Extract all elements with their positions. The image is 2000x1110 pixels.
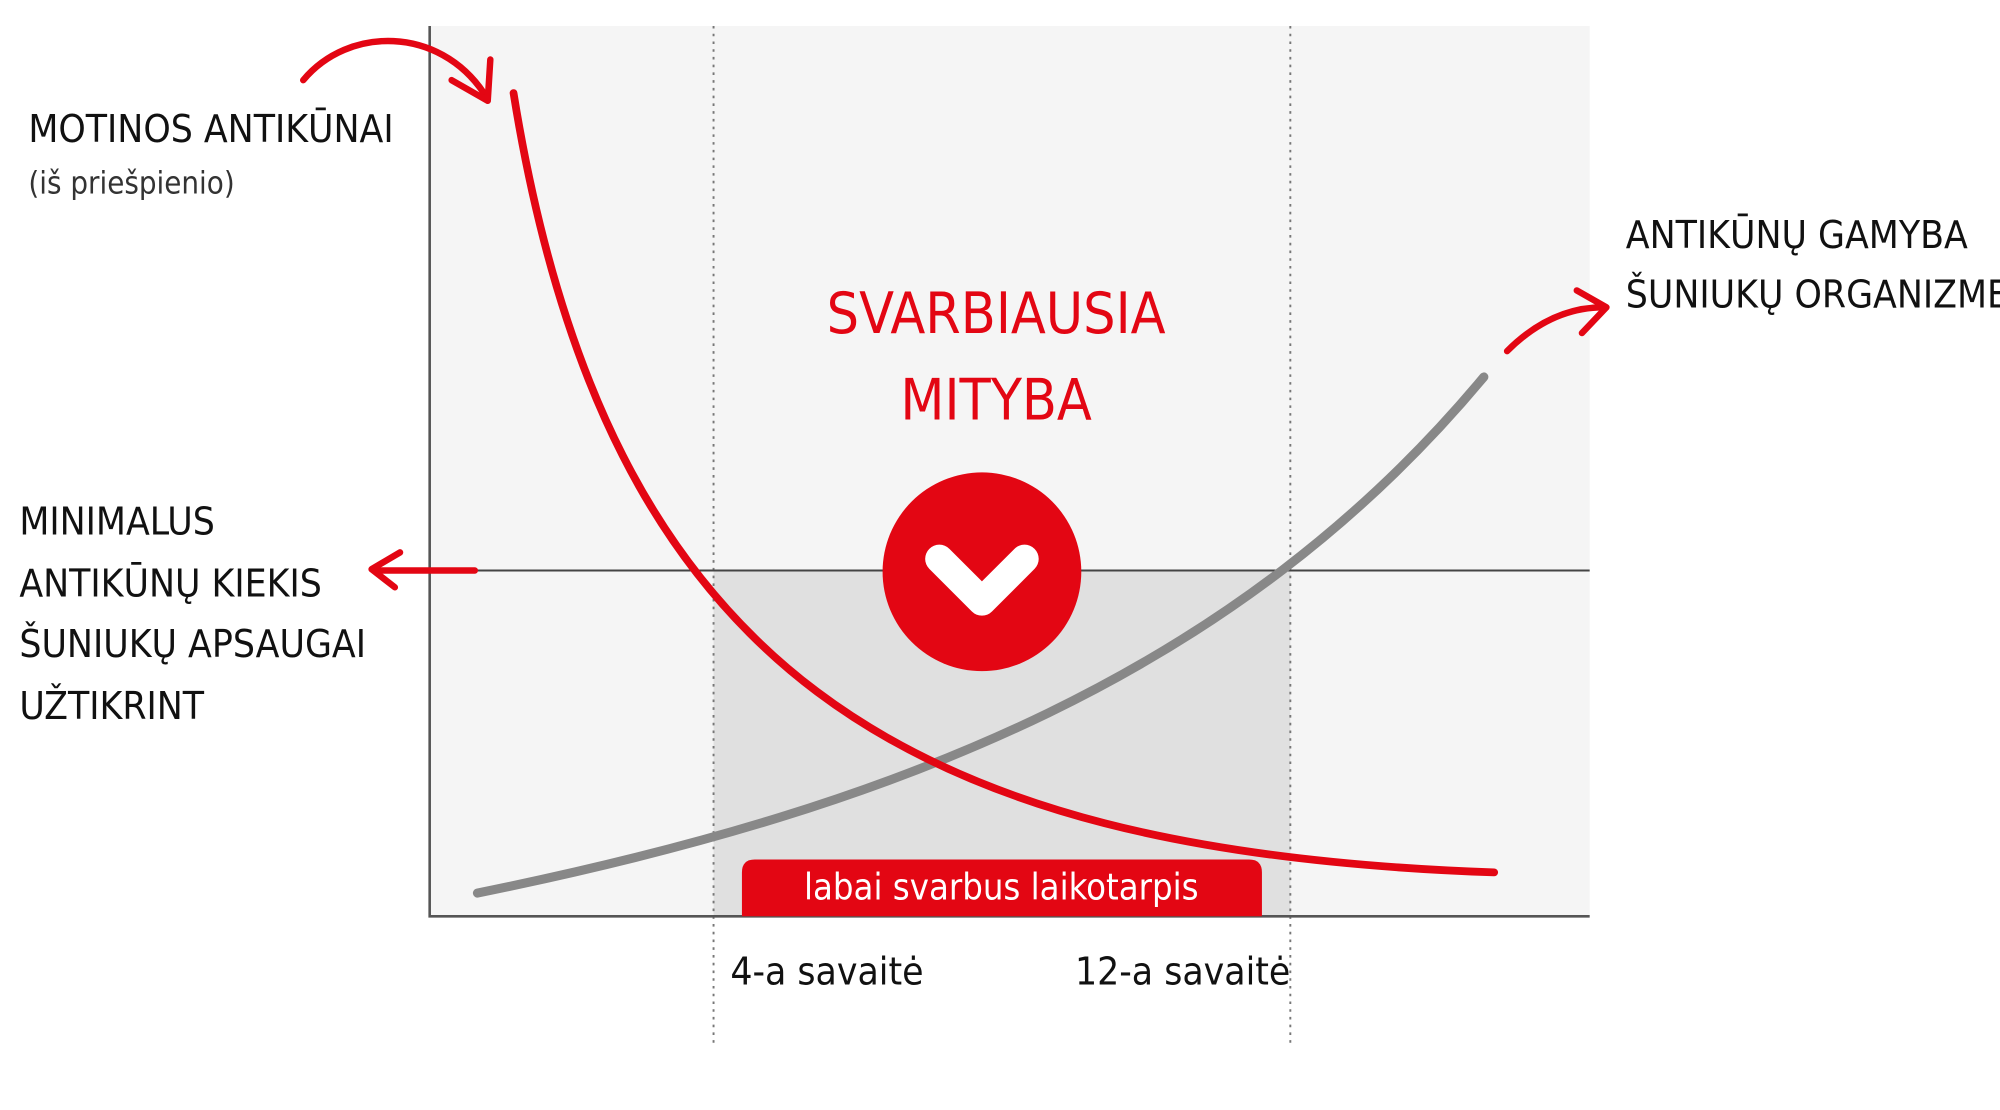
production-curve bbox=[472, 372, 1489, 898]
maternal-curve bbox=[509, 89, 1499, 877]
label: ŠUNIUKŲ APSAUGAI bbox=[19, 620, 366, 667]
period-label-bg bbox=[741, 859, 1262, 917]
arrows bbox=[299, 37, 1610, 591]
label: ANTIKŪNŲ KIEKIS bbox=[19, 561, 321, 606]
label: MOTINOS ANTIKŪNAI bbox=[28, 107, 393, 152]
week-label: 12-a savaitė bbox=[1075, 950, 1290, 995]
center-label: MITYBA bbox=[900, 368, 1092, 434]
center-label: SVARBIAUSIA bbox=[827, 281, 1166, 347]
chevron bbox=[925, 544, 1039, 616]
label: MINIMALUS bbox=[19, 499, 214, 544]
label: ANTIKŪNŲ GAMYBA bbox=[1626, 213, 1968, 258]
label: (iš priešpienio) bbox=[28, 166, 234, 202]
check-circle bbox=[882, 472, 1082, 672]
label: UŽTIKRINT bbox=[19, 682, 204, 729]
week-label: 4-a savaitė bbox=[730, 950, 923, 995]
label: ŠUNIUKŲ ORGANIZME bbox=[1626, 270, 2000, 317]
period-label: labai svarbus laikotarpis bbox=[804, 866, 1199, 909]
